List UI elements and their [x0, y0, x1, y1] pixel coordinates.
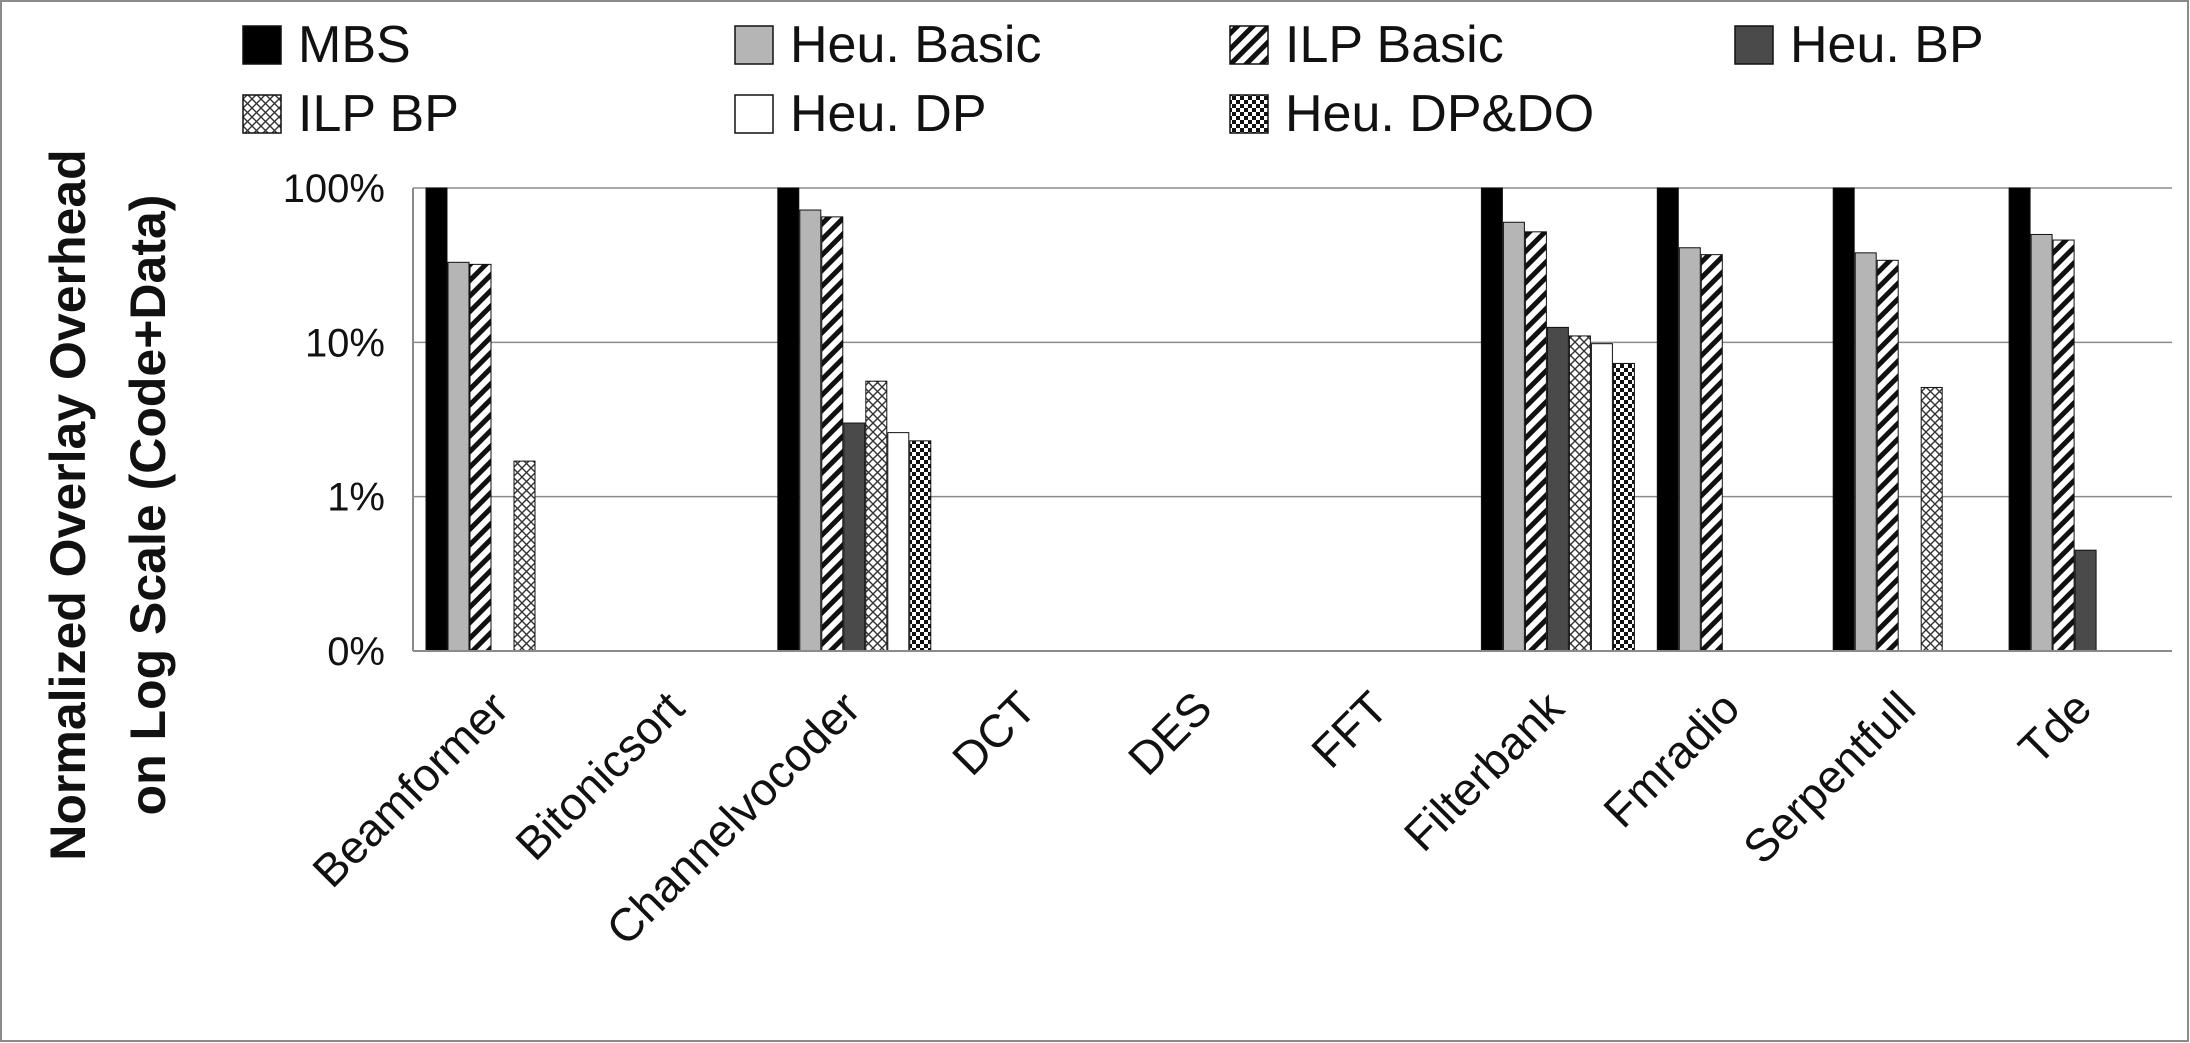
bar-tde-heu-basic: [2030, 233, 2053, 652]
legend-label: ILP BP: [298, 85, 459, 143]
bar-filterbank-heu-dp-do: [1612, 362, 1635, 652]
bar-tde-mbs: [2008, 187, 2031, 652]
bar-channelvocoder-heu-basic: [799, 209, 822, 652]
legend-label: Heu. BP: [1790, 16, 1984, 74]
legend-swatch: [1734, 25, 1774, 65]
y-tick-label: 100%: [283, 167, 385, 211]
bar-serpentfull-ilp-basic: [1876, 259, 1899, 652]
legend-label: Heu. DP: [790, 85, 987, 143]
bar-tde-ilp-basic: [2052, 239, 2075, 652]
legend-swatch: [734, 25, 774, 65]
legend: MBS Heu. Basic ILP Basic Heu. BP ILP BP Heu. …: [242, 16, 1984, 143]
bars: [425, 187, 2164, 652]
bar-filterbank-mbs: [1480, 187, 1503, 652]
legend-item-heu-dp: Heu. DP: [734, 85, 987, 143]
legend-item-ilp-basic: ILP Basic: [1229, 16, 1504, 74]
legend-swatch: [1229, 94, 1269, 134]
bar-beamformer-ilp-bp: [513, 460, 536, 652]
bar-beamformer-ilp-basic: [469, 263, 492, 652]
bar-serpentfull-mbs: [1832, 187, 1855, 652]
legend-swatch: [734, 94, 774, 134]
bar-filterbank-ilp-basic: [1524, 231, 1547, 652]
bar-channelvocoder-mbs: [777, 187, 800, 652]
legend-label: MBS: [298, 16, 411, 74]
bar-fmradio-ilp-basic: [1700, 254, 1723, 652]
y-tick-label: 1%: [327, 476, 385, 520]
bar-filterbank-ilp-bp: [1568, 335, 1591, 652]
legend-swatch: [1229, 25, 1269, 65]
bar-filterbank-heu-basic: [1502, 221, 1525, 652]
y-axis-ticks: 0% 1% 10% 100%: [283, 167, 385, 674]
bar-channelvocoder-heu-dp-do: [909, 440, 932, 652]
bar-channelvocoder-ilp-bp: [865, 380, 888, 652]
bar-fmradio-mbs: [1656, 187, 1679, 652]
bar-serpentfull-heu-basic: [1854, 252, 1877, 652]
bar-filterbank-heu-bp: [1546, 326, 1569, 652]
legend-swatch: [242, 94, 282, 134]
bar-channelvocoder-heu-bp: [843, 422, 866, 652]
y-axis-label: Normalized Overlay Overhead on Log Scale…: [40, 149, 176, 860]
y-axis-label-line-1: Normalized Overlay Overhead: [40, 149, 96, 860]
bar-beamformer-heu-basic: [447, 261, 470, 652]
bar-channelvocoder-ilp-basic: [821, 216, 844, 652]
y-axis-label-line-2: on Log Scale (Code+Data): [120, 195, 176, 816]
bar-channelvocoder-heu-dp: [887, 432, 910, 652]
y-tick-label: 0%: [327, 630, 385, 674]
legend-label: ILP Basic: [1285, 16, 1504, 74]
bar-filterbank-heu-dp: [1590, 343, 1613, 652]
y-tick-label: 10%: [305, 321, 385, 365]
bar-beamformer-mbs: [425, 187, 448, 652]
legend-item-heu-bp: Heu. BP: [1734, 16, 1984, 74]
bar-tde-heu-bp: [2074, 549, 2097, 652]
legend-item-heu-basic: Heu. Basic: [734, 16, 1041, 74]
legend-label: Heu. Basic: [790, 16, 1041, 74]
legend-item-mbs: MBS: [242, 16, 411, 74]
bar-serpentfull-ilp-bp: [1920, 386, 1943, 652]
bar-fmradio-heu-basic: [1678, 247, 1701, 652]
legend-item-ilp-bp: ILP BP: [242, 85, 459, 143]
legend-label: Heu. DP&DO: [1285, 85, 1594, 143]
legend-item-heu-dp-do: Heu. DP&DO: [1229, 85, 1594, 143]
legend-swatch: [242, 25, 282, 65]
